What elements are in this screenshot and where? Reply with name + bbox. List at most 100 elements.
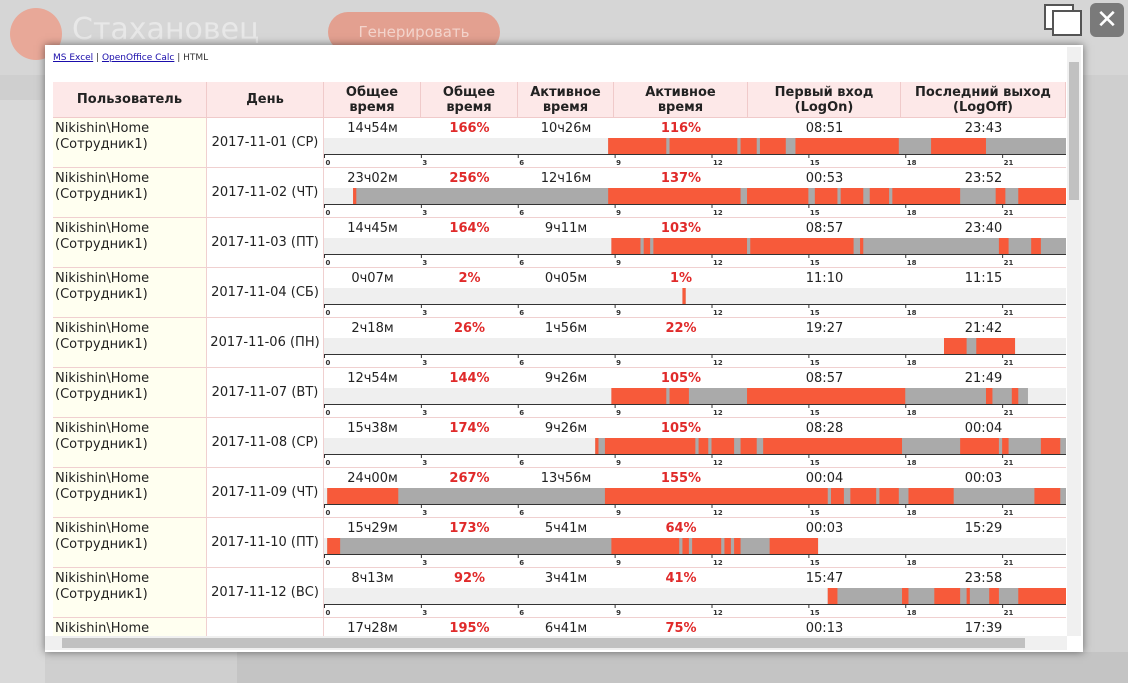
user-cell: Nikishin\Home (Сотрудник1) <box>53 518 207 567</box>
close-button[interactable]: ✕ <box>1090 3 1124 37</box>
column-header: Общее время <box>421 82 518 118</box>
active-segment <box>611 388 667 404</box>
tick-label: 18 <box>907 609 917 617</box>
header-text: Первый вход (LogOn) <box>774 84 874 115</box>
timeline: 0 3 6 9 12 15 18 21 <box>324 188 1066 217</box>
tick-label: 6 <box>519 609 524 617</box>
window-icon <box>1044 4 1082 36</box>
tick-label: 18 <box>907 309 917 317</box>
tick-label: 18 <box>907 409 917 417</box>
active-segment <box>734 538 741 554</box>
active-segment <box>931 138 986 154</box>
active-segment <box>692 538 722 554</box>
active-pct: 105% <box>660 421 702 436</box>
day-cell: 2017-11-10 (ПТ) <box>207 518 324 567</box>
day-cell: 2017-11-03 (ПТ) <box>207 218 324 267</box>
tick-label: 12 <box>713 159 723 167</box>
active-segment <box>724 538 731 554</box>
active-segment <box>711 438 735 454</box>
logon: 15:47 <box>805 571 844 586</box>
user-cell: Nikishin\Home (Сотрудник1) <box>53 468 207 517</box>
active-segment <box>763 438 903 454</box>
timeline-track <box>324 288 1066 304</box>
export-link[interactable]: OpenOffice Calc <box>101 53 175 63</box>
logoff: 15:29 <box>964 521 1003 536</box>
tick-label: 9 <box>616 459 621 467</box>
active-segment <box>944 338 967 354</box>
total-pct: 256% <box>449 171 490 186</box>
tick-label: 6 <box>519 259 524 267</box>
active-segment <box>998 238 1009 254</box>
active-segment <box>595 438 599 454</box>
total-pct: 174% <box>449 421 490 436</box>
day-cell: 2017-11-06 (ПН) <box>207 318 324 367</box>
tick-label: 6 <box>519 209 524 217</box>
day: 2017-11-10 (ПТ) <box>211 535 319 550</box>
tick-label: 0 <box>326 409 331 417</box>
tick-label: 15 <box>810 209 820 217</box>
active-segment <box>1018 188 1066 204</box>
active-segment <box>1034 488 1061 504</box>
user-name: Nikishin\Home <box>55 371 150 386</box>
active-segment <box>353 188 357 204</box>
logon: 00:53 <box>805 171 844 186</box>
timeline: 0 3 6 9 12 15 18 21 <box>324 438 1066 467</box>
user-cell: Nikishin\Home (Сотрудник1) <box>53 268 207 317</box>
active-segment <box>604 438 696 454</box>
active-segment <box>850 488 877 504</box>
active-pct: 75% <box>665 621 697 636</box>
active-segment <box>976 338 1016 354</box>
tick-label: 18 <box>907 209 917 217</box>
active-segment <box>698 438 709 454</box>
header-text: Последний выход (LogOff) <box>915 84 1051 115</box>
total-pct: 92% <box>453 571 486 586</box>
day-cell: 2017-11-12 (ВС) <box>207 568 324 617</box>
tick-label: 6 <box>519 159 524 167</box>
tick-label: 18 <box>907 509 917 517</box>
active-segment <box>682 288 686 304</box>
user-cell: Nikishin\Home (Сотрудник1) <box>53 418 207 467</box>
presence-span <box>327 538 819 554</box>
tick-label: 3 <box>422 309 427 317</box>
active-segment <box>995 188 1006 204</box>
logoff: 23:40 <box>964 221 1003 236</box>
active-segment <box>879 488 899 504</box>
total: 8ч13м <box>351 571 394 586</box>
day-cell: 2017-11-02 (ЧТ) <box>207 168 324 217</box>
tick-label: 18 <box>907 359 917 367</box>
total: 15ч38м <box>347 421 398 436</box>
window-button[interactable] <box>1043 3 1083 36</box>
tick-label: 21 <box>1004 409 1014 417</box>
header-text: Активное время <box>645 84 716 115</box>
tick-label: 12 <box>713 359 723 367</box>
tick-label: 21 <box>1004 159 1014 167</box>
table-row: Nikishin\Home (Сотрудник1) 2017-11-03 (ПТ)… <box>53 218 1066 268</box>
timeline: 0 3 6 9 12 15 18 21 <box>324 388 1066 417</box>
active-pct: 64% <box>665 521 697 536</box>
column-header: Последний выход (LogOff) <box>901 82 1066 118</box>
scroll-thumb[interactable] <box>1069 62 1079 200</box>
active-segment <box>966 588 970 604</box>
tick-label: 15 <box>810 609 820 617</box>
user-name: Nikishin\Home <box>55 421 150 436</box>
tick-label: 0 <box>326 159 331 167</box>
tick-label: 6 <box>519 309 524 317</box>
user-cell: Nikishin\Home (Сотрудник1) <box>53 118 207 167</box>
active-segment <box>327 538 341 554</box>
table-row: Nikishin\Home (Сотрудник1) 2017-11-02 (ЧТ)… <box>53 168 1066 218</box>
tick-label: 21 <box>1004 209 1014 217</box>
active-segment <box>608 138 667 154</box>
tick-label: 0 <box>326 259 331 267</box>
total-pct: 144% <box>449 371 490 386</box>
active: 9ч26м <box>544 421 588 436</box>
active-segment <box>611 238 641 254</box>
tick-label: 0 <box>326 459 331 467</box>
tick-label: 18 <box>907 459 917 467</box>
table-row: Nikishin\Home (Сотрудник1) 2017-11-07 (ВТ)… <box>53 368 1066 418</box>
scroll-thumb[interactable] <box>62 638 1025 648</box>
export-link[interactable]: MS Excel <box>53 53 94 63</box>
tick-label: 12 <box>713 559 723 567</box>
tick-label: 9 <box>616 309 621 317</box>
user-cell: Nikishin\Home (Сотрудник1) <box>53 368 207 417</box>
